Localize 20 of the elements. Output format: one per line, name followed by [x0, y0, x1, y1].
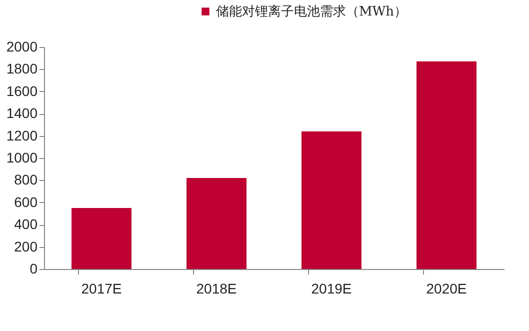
- y-tick-label: 0: [30, 260, 38, 276]
- y-tick-label: 800: [14, 172, 38, 188]
- y-tick-label: 1400: [6, 105, 38, 122]
- y-tick-label: 400: [14, 216, 38, 232]
- y-tick-label: 1000: [6, 150, 38, 166]
- bar: [186, 178, 246, 269]
- legend-label: 储能对锂离子电池需求（MWh）: [216, 4, 408, 20]
- y-tick-label: 1600: [6, 82, 38, 99]
- x-tick-label: 2018E: [196, 280, 237, 296]
- y-tick-label: 1200: [6, 127, 38, 144]
- y-tick-label: 600: [14, 194, 38, 210]
- bar: [416, 61, 476, 269]
- y-tick-label: 2000: [6, 38, 38, 54]
- x-tick-label: 2019E: [311, 280, 352, 296]
- bar: [302, 131, 362, 269]
- y-tick-label: 200: [14, 238, 38, 254]
- y-tick-label: 1800: [6, 60, 38, 77]
- x-tick-label: 2017E: [81, 280, 122, 296]
- x-tick-label: 2020E: [426, 280, 467, 296]
- bar: [72, 208, 132, 269]
